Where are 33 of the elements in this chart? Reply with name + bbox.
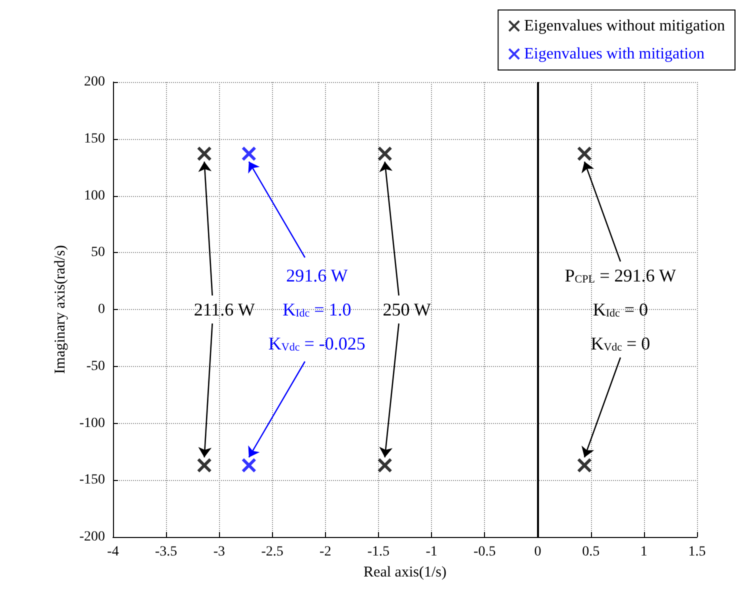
legend-label: Eigenvalues without mitigation — [524, 18, 725, 34]
y-tick-label: -50 — [86, 358, 105, 374]
y-axis-title: Imaginary axis(rad/s) — [52, 245, 68, 374]
x-tick-label: -3 — [213, 544, 226, 560]
x-tick-label: -1 — [426, 544, 438, 560]
annotation: KIdc = 0 — [592, 300, 648, 320]
y-tick-label: -200 — [79, 530, 105, 544]
y-tick-label: -100 — [79, 416, 105, 431]
annotation: 250 W — [382, 300, 431, 320]
x-tick-label: 1.5 — [688, 544, 706, 560]
annotation: 211.6 W — [194, 300, 255, 320]
x-tick-label: 1 — [640, 544, 648, 560]
y-tick-label: 100 — [84, 188, 105, 204]
x-tick-label: 0 — [534, 544, 542, 560]
x-tick-label: -4 — [107, 544, 119, 560]
x-tick-label: -0.5 — [474, 544, 496, 560]
y-tick-label: 50 — [91, 245, 105, 260]
x-tick-label: -1.5 — [367, 544, 390, 560]
legend-label: Eigenvalues with mitigation — [524, 46, 705, 62]
annotation: PCPL = 291.6 W — [564, 266, 676, 286]
x-tick-label: -2.5 — [261, 544, 284, 560]
y-tick-label: -150 — [79, 472, 105, 488]
annotation: 291.6 W — [286, 266, 348, 286]
y-tick-label: 200 — [84, 74, 105, 90]
x-tick-label: -2 — [320, 544, 332, 560]
annotation: KVdc = 0 — [590, 334, 650, 354]
y-tick-label: 0 — [98, 302, 105, 317]
x-tick-label: 0.5 — [582, 544, 600, 560]
x-tick-label: -3.5 — [155, 544, 178, 560]
y-tick-label: 150 — [84, 131, 105, 146]
annotation: KVdc = -0.025 — [268, 334, 366, 354]
annotation: KIdc = 1.0 — [282, 300, 352, 320]
x-axis-title: Real axis(1/s) — [364, 564, 446, 580]
